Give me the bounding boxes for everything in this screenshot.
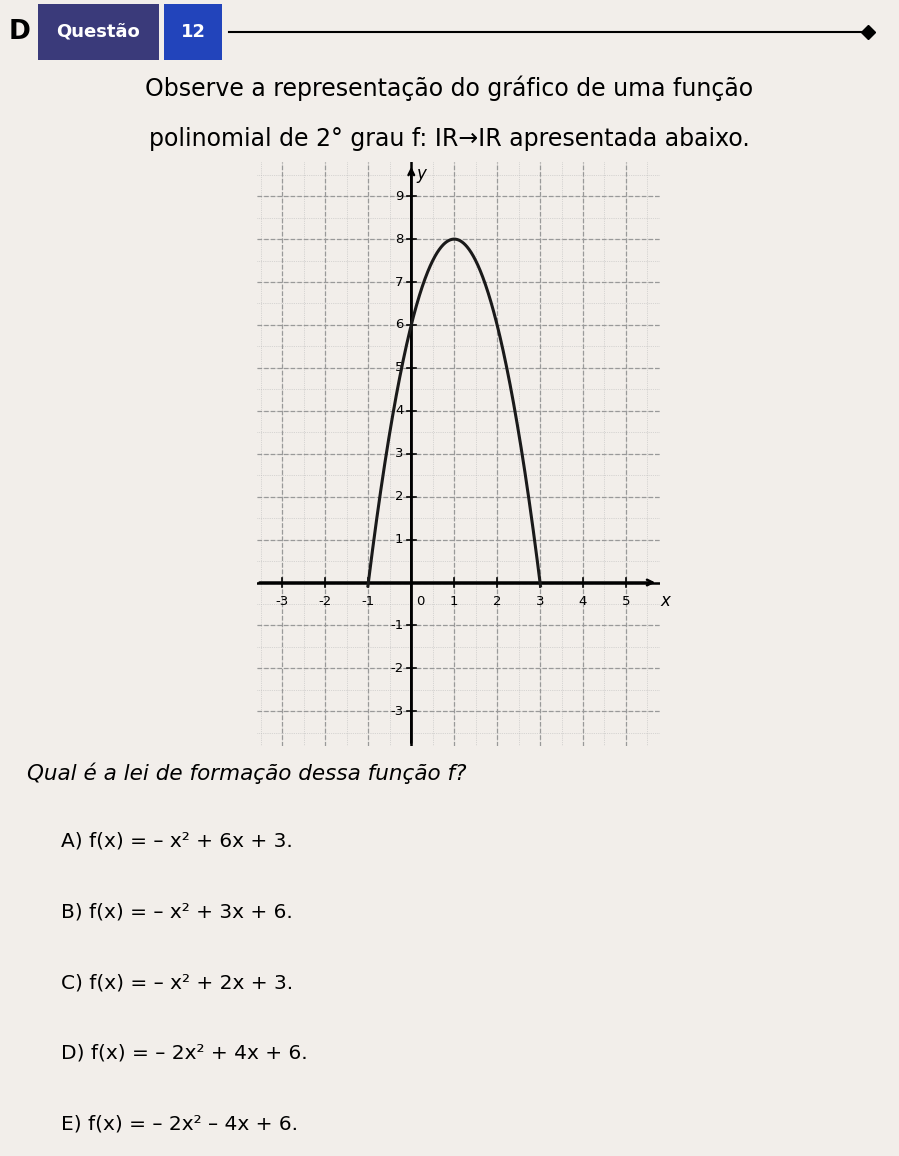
Text: D) f(x) = – 2x² + 4x + 6.: D) f(x) = – 2x² + 4x + 6.	[61, 1044, 308, 1062]
Text: -3: -3	[276, 594, 289, 608]
Text: 12: 12	[181, 23, 206, 40]
Text: 9: 9	[396, 190, 404, 202]
Text: 1: 1	[450, 594, 458, 608]
Text: 6: 6	[396, 318, 404, 332]
Text: Qual é a lei de formação dessa função f?: Qual é a lei de formação dessa função f?	[27, 762, 466, 784]
Text: B) f(x) = – x² + 3x + 6.: B) f(x) = – x² + 3x + 6.	[61, 903, 293, 921]
FancyBboxPatch shape	[164, 3, 222, 60]
Text: 4: 4	[396, 405, 404, 417]
Text: 2: 2	[395, 490, 404, 503]
Text: polinomial de 2° grau f: IR→IR apresentada abaixo.: polinomial de 2° grau f: IR→IR apresenta…	[149, 127, 750, 151]
Text: 0: 0	[416, 594, 425, 608]
Text: -1: -1	[361, 594, 375, 608]
Text: y: y	[416, 165, 426, 184]
Text: -3: -3	[390, 705, 404, 718]
Text: 2: 2	[493, 594, 502, 608]
Text: 1: 1	[395, 533, 404, 546]
Text: Observe a representação do gráfico de uma função: Observe a representação do gráfico de um…	[146, 75, 753, 101]
Text: 3: 3	[536, 594, 544, 608]
FancyBboxPatch shape	[38, 3, 159, 60]
Text: Questão: Questão	[56, 23, 140, 40]
Text: E) f(x) = – 2x² – 4x + 6.: E) f(x) = – 2x² – 4x + 6.	[61, 1114, 298, 1133]
Text: 5: 5	[395, 362, 404, 375]
Text: -2: -2	[390, 662, 404, 675]
Text: A) f(x) = – x² + 6x + 3.: A) f(x) = – x² + 6x + 3.	[61, 832, 293, 851]
Text: 8: 8	[396, 232, 404, 245]
Text: 5: 5	[621, 594, 630, 608]
Text: 7: 7	[395, 275, 404, 289]
Text: 3: 3	[395, 447, 404, 460]
Text: 4: 4	[579, 594, 587, 608]
Text: -2: -2	[319, 594, 332, 608]
Text: C) f(x) = – x² + 2x + 3.: C) f(x) = – x² + 2x + 3.	[61, 973, 293, 992]
Text: D: D	[9, 18, 31, 45]
Text: -1: -1	[390, 618, 404, 632]
Text: x: x	[660, 592, 670, 610]
